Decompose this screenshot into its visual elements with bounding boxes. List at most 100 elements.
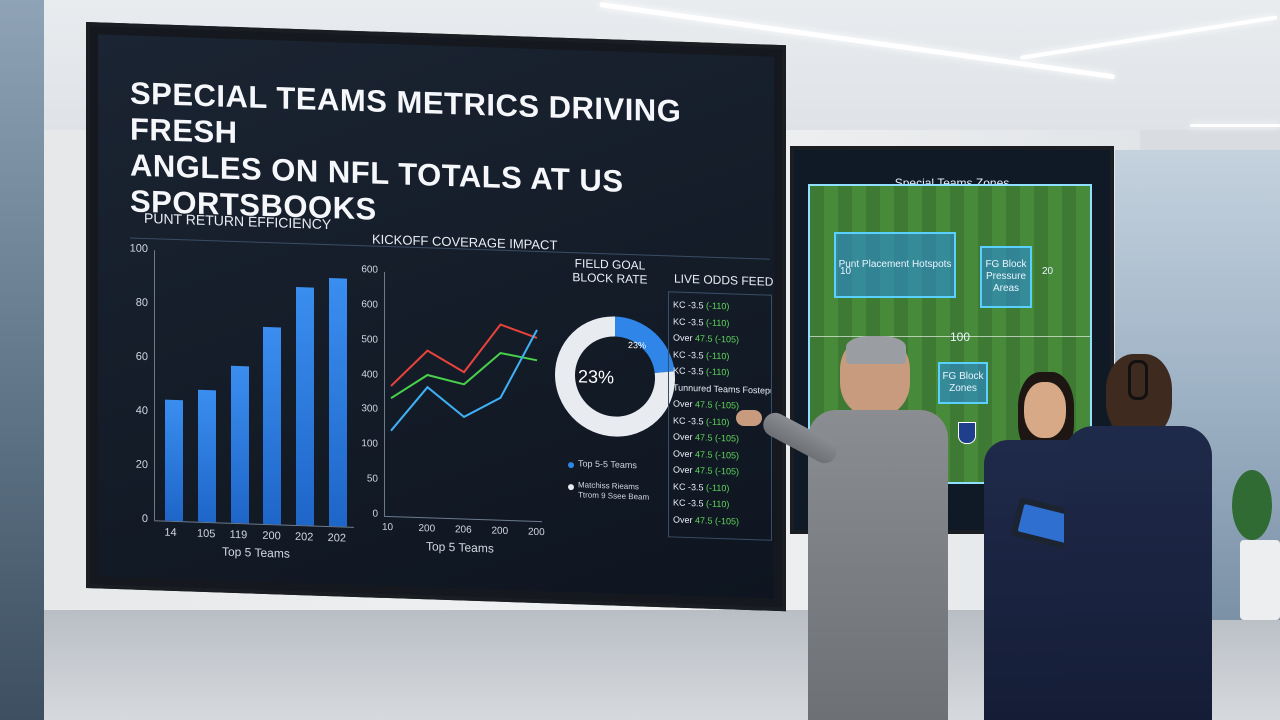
- punt-x-axis: 14 105 119 200 202 202: [158, 526, 354, 547]
- odds-market: Over: [673, 447, 693, 459]
- punt-bar: [295, 287, 315, 526]
- yard-label: 20: [1042, 266, 1054, 277]
- left-window: [0, 0, 44, 720]
- fg-chart-title: FIELD GOAL BLOCK RATE: [570, 256, 650, 287]
- punt-x-tick: 119: [229, 528, 248, 542]
- odds-price: (-110): [703, 481, 730, 493]
- zone-punt-placement[interactable]: Punt Placement Hotspots: [834, 232, 956, 298]
- legend-dot-blue: [568, 461, 574, 469]
- main-display: SPECIAL TEAMS METRICS DRIVING FRESH ANGL…: [86, 22, 786, 612]
- kickoff-chart: 600 600 500 400 300 100 50 0 10 200 206 200 200 Top…: [356, 264, 556, 558]
- punt-x-tick: 200: [262, 529, 281, 543]
- fg-slice-label: 23%: [628, 339, 647, 351]
- odds-market: KC -3.5: [673, 365, 704, 377]
- punt-x-tick: 14: [164, 526, 177, 540]
- odds-price: 47.5 (-105): [692, 465, 740, 477]
- punt-y-tick: 60: [135, 350, 148, 364]
- odds-market: KC -3.5: [673, 315, 704, 327]
- punt-x-tick: 202: [327, 532, 347, 545]
- kickoff-y-tick: 600: [361, 264, 378, 276]
- plant-pot: [1240, 540, 1280, 620]
- fg-donut-slice: [555, 316, 675, 437]
- punt-y-tick: 0: [141, 512, 148, 526]
- punt-chart: 100 80 60 40 20 0 14 105 119 200 202 202 Top 5 Tea…: [126, 242, 376, 561]
- punt-y-tick: 20: [135, 458, 148, 472]
- yard-label: 100: [950, 330, 971, 344]
- odds-market: Over: [673, 398, 693, 410]
- kickoff-y-tick: 300: [361, 403, 378, 416]
- yard-label: 10: [840, 266, 852, 277]
- zone-fg-pressure[interactable]: FG Block Pressure Areas: [980, 246, 1032, 308]
- odds-price: (-110): [703, 316, 730, 328]
- odds-market: Over: [673, 464, 693, 476]
- punt-x-label: Top 5 Teams: [222, 544, 290, 561]
- ceiling-light: [1190, 124, 1280, 127]
- odds-price: 47.5 (-105): [692, 448, 740, 461]
- odds-market: Over: [673, 513, 693, 525]
- kickoff-y-tick: 400: [361, 368, 378, 381]
- odds-market: Tunnured Teams Fostepurt: [673, 381, 772, 396]
- kickoff-series-line: [390, 323, 538, 387]
- kickoff-y-tick: 0: [372, 508, 378, 520]
- odds-price: (-110): [703, 300, 730, 312]
- odds-price: 47.5 (-105): [692, 432, 740, 444]
- fg-legend-1: Top 5-5 Teams: [578, 458, 637, 471]
- kickoff-x-label: Top 5 Teams: [426, 539, 494, 556]
- headset-man-suit: [1064, 426, 1212, 720]
- presenter-hand: [736, 410, 762, 426]
- odds-market: Over: [673, 431, 693, 443]
- kickoff-y-tick: 100: [361, 438, 378, 450]
- punt-y-tick: 80: [135, 296, 148, 310]
- presenter-hair: [846, 336, 906, 364]
- kickoff-y-axis: 600 600 500 400 300 100 50 0: [356, 264, 378, 520]
- kickoff-series-line: [390, 351, 538, 400]
- kickoff-lines: [390, 323, 538, 432]
- fg-legend-2: Matchiss Rieams Ttrom 9 Ssee Beam: [578, 480, 649, 502]
- odds-market: Over: [673, 332, 693, 344]
- analyst-face: [1024, 382, 1066, 438]
- punt-y-axis: 100 80 60 40 20 0: [126, 242, 148, 525]
- odds-price: (-110): [703, 349, 730, 361]
- plant-leaves: [1232, 470, 1272, 540]
- odds-market: KC -3.5: [673, 480, 704, 492]
- kickoff-series-line: [390, 329, 538, 432]
- zone-fg-block[interactable]: FG Block Zones: [938, 362, 988, 404]
- headset-icon: [1128, 360, 1148, 400]
- punt-bar: [263, 326, 282, 525]
- odds-market: KC -3.5: [673, 497, 704, 509]
- odds-price: 47.5 (-105): [692, 333, 740, 345]
- odds-market: KC -3.5: [673, 348, 704, 360]
- punt-bar: [197, 389, 217, 523]
- punt-bar: [328, 277, 347, 527]
- kickoff-x-tick: 200: [528, 526, 545, 539]
- odds-market: KC -3.5: [673, 414, 704, 426]
- punt-bars: [158, 250, 354, 527]
- odds-price: 47.5 (-105): [692, 399, 740, 411]
- punt-bar: [165, 399, 184, 522]
- punt-y-axis-line: [154, 250, 155, 521]
- kickoff-x-axis: 10 200 206 200 200: [382, 522, 545, 541]
- kickoff-y-tick: 600: [361, 298, 378, 311]
- kickoff-y-tick: 500: [361, 333, 378, 346]
- odds-price: (-110): [703, 498, 730, 510]
- kickoff-x-tick: 200: [491, 525, 509, 538]
- punt-bar: [230, 366, 249, 524]
- odds-market: KC -3.5: [673, 299, 704, 311]
- fg-title-line2: BLOCK RATE: [572, 270, 648, 287]
- fg-donut: [555, 316, 675, 437]
- odds-price: (-110): [703, 415, 730, 427]
- odds-price: 47.5 (-105): [692, 514, 740, 527]
- punt-y-tick: 100: [129, 242, 148, 256]
- punt-x-tick: 105: [197, 527, 216, 541]
- kickoff-x-tick: 200: [418, 523, 436, 535]
- kickoff-y-axis-line: [384, 271, 385, 516]
- punt-y-tick: 40: [135, 404, 148, 418]
- presenter-suit: [808, 410, 948, 720]
- kickoff-x-tick: 206: [455, 524, 472, 536]
- nfl-logo-icon: [958, 422, 976, 444]
- legend-dot-white: [568, 483, 574, 491]
- odds-row[interactable]: Over 47.5 (-105): [673, 511, 767, 531]
- punt-x-tick: 202: [295, 530, 314, 544]
- field-midline: [810, 336, 1090, 337]
- headset-man-head: [1106, 354, 1172, 438]
